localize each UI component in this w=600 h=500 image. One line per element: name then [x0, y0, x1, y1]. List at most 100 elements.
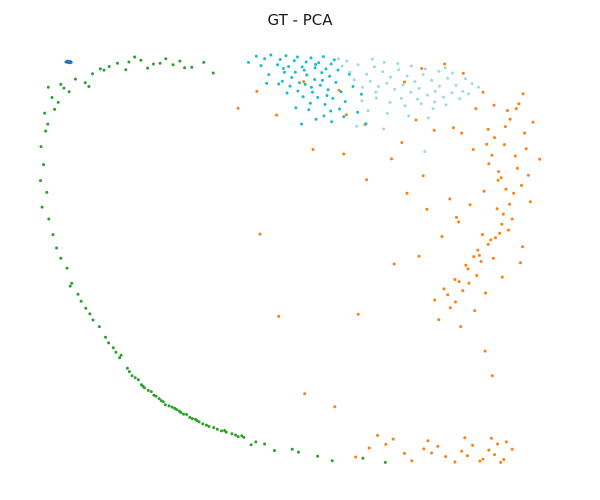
- data-point: [520, 184, 523, 187]
- data-point: [494, 236, 497, 240]
- data-point: [324, 67, 328, 71]
- chart-title: GT - PCA: [267, 11, 333, 29]
- data-point: [450, 71, 454, 75]
- data-point: [450, 91, 454, 95]
- data-point: [282, 70, 286, 74]
- data-point: [528, 200, 532, 204]
- data-point: [342, 115, 346, 119]
- data-point: [396, 62, 400, 66]
- data-point: [512, 191, 516, 195]
- data-point: [393, 87, 397, 91]
- data-point: [376, 433, 379, 437]
- data-point: [436, 444, 440, 448]
- data-point: [314, 62, 318, 66]
- data-point: [265, 81, 269, 85]
- data-point: [296, 89, 300, 93]
- data-point: [40, 205, 44, 209]
- data-point: [46, 122, 50, 126]
- data-point: [304, 60, 308, 64]
- data-point: [463, 77, 467, 81]
- data-point: [344, 113, 348, 117]
- data-point: [422, 447, 426, 451]
- data-point: [481, 457, 485, 461]
- data-point: [401, 83, 405, 87]
- data-point: [443, 62, 447, 66]
- data-point: [339, 90, 343, 94]
- data-point: [366, 109, 370, 113]
- data-point: [308, 101, 312, 105]
- data-point: [508, 117, 512, 121]
- data-point: [292, 59, 296, 63]
- data-point: [489, 436, 493, 440]
- data-point: [285, 91, 289, 95]
- data-point: [152, 393, 156, 397]
- data-point: [321, 55, 325, 59]
- data-point: [444, 455, 448, 459]
- data-point: [107, 65, 111, 68]
- data-point: [531, 120, 535, 124]
- data-point: [273, 449, 276, 452]
- data-point: [472, 255, 476, 259]
- data-point: [377, 85, 380, 88]
- data-point: [275, 113, 279, 117]
- data-point: [127, 60, 131, 64]
- data-point: [125, 366, 129, 370]
- data-point: [417, 254, 421, 258]
- data-point: [114, 350, 118, 354]
- data-point: [467, 92, 470, 96]
- data-point: [325, 94, 329, 97]
- data-point: [425, 93, 429, 97]
- data-point: [302, 80, 306, 84]
- series-0: [39, 55, 387, 464]
- data-point: [212, 426, 216, 430]
- data-point: [490, 374, 494, 378]
- data-point: [340, 64, 344, 68]
- data-point: [254, 54, 258, 58]
- data-point: [116, 61, 119, 65]
- data-point: [317, 61, 321, 65]
- data-point: [139, 58, 143, 62]
- data-point: [302, 68, 306, 72]
- data-point: [276, 63, 280, 67]
- data-point: [331, 96, 335, 100]
- data-point: [460, 449, 464, 453]
- data-point: [354, 455, 358, 459]
- data-point: [42, 163, 46, 167]
- data-point: [79, 299, 83, 303]
- data-point: [483, 349, 487, 353]
- data-point: [247, 60, 250, 64]
- data-point: [461, 289, 465, 293]
- data-point: [43, 111, 47, 115]
- data-point: [298, 81, 301, 85]
- data-point: [293, 70, 297, 74]
- data-point: [190, 65, 194, 69]
- data-point: [91, 318, 95, 322]
- data-point: [215, 427, 219, 431]
- data-point: [442, 95, 445, 99]
- data-point: [288, 84, 292, 88]
- data-point: [220, 429, 223, 433]
- data-point: [240, 434, 244, 438]
- data-point: [190, 417, 194, 421]
- data-point: [388, 100, 392, 104]
- data-point: [368, 79, 372, 83]
- data-point: [407, 114, 411, 118]
- data-point: [309, 85, 313, 89]
- data-point: [510, 217, 514, 221]
- data-point: [461, 89, 465, 93]
- data-point: [202, 60, 206, 64]
- data-point: [167, 404, 171, 408]
- data-point: [361, 456, 365, 460]
- data-point: [510, 447, 514, 451]
- data-point: [127, 370, 131, 374]
- data-point: [367, 446, 371, 450]
- data-point: [307, 108, 311, 112]
- data-point: [119, 353, 123, 357]
- data-point: [448, 306, 452, 310]
- data-point: [98, 67, 102, 71]
- data-point: [177, 409, 181, 413]
- data-point: [334, 80, 338, 84]
- data-point: [146, 66, 150, 70]
- data-point: [426, 439, 430, 443]
